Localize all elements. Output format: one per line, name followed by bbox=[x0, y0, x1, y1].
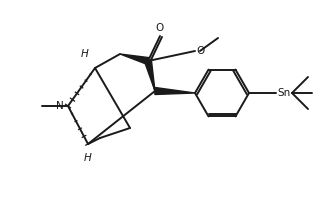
Polygon shape bbox=[144, 60, 155, 91]
Text: O: O bbox=[156, 23, 164, 33]
Text: N: N bbox=[56, 101, 64, 111]
Text: H: H bbox=[84, 153, 92, 163]
Text: Sn: Sn bbox=[277, 88, 290, 98]
Polygon shape bbox=[120, 54, 149, 64]
Polygon shape bbox=[155, 88, 195, 95]
Text: O: O bbox=[196, 46, 204, 56]
Text: H: H bbox=[80, 49, 88, 59]
